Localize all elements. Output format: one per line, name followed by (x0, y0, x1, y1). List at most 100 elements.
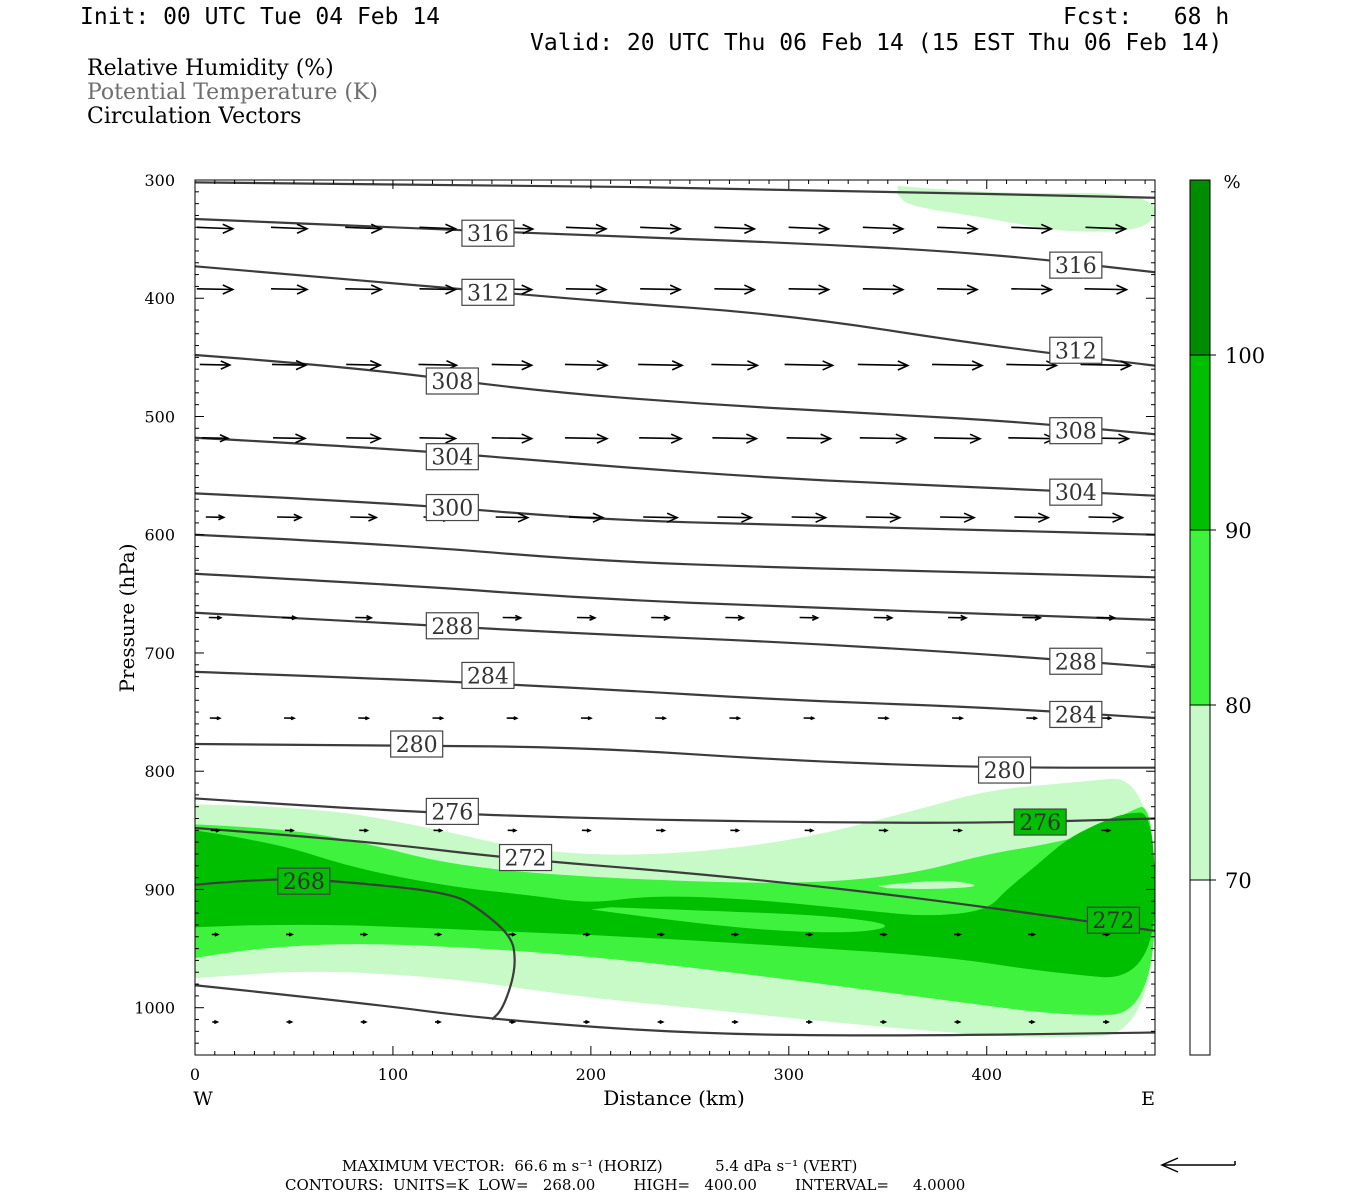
vector-arrow (865, 512, 902, 523)
colorbar-segment (1190, 355, 1210, 530)
vector-arrow (346, 359, 383, 371)
vector-arrow (1008, 433, 1057, 444)
theta-contour-264 (195, 984, 1155, 1037)
vector-arrow (932, 360, 985, 371)
colorbar-tick-label: 70 (1225, 869, 1252, 893)
vector-arrow (873, 614, 894, 622)
vector-arrow (350, 513, 379, 522)
vector-arrow (880, 1019, 888, 1025)
vector-arrow (1233, 285, 1275, 294)
contour-label: 304 (425, 443, 479, 471)
vector-arrow (806, 1019, 814, 1025)
colorbar-unit: % (1223, 172, 1240, 193)
colorbar-segment (1190, 705, 1210, 880)
rh-region-70 (877, 881, 975, 890)
axis-layer: 300 400 500 600 700 800 900 1000 0 100 200 300 400 (134, 171, 1155, 1084)
vector-arrow (1251, 1021, 1256, 1024)
vector-arrow (714, 284, 757, 295)
vector-arrow (345, 284, 384, 295)
theta-contour-layer (195, 181, 1155, 1037)
contour-label-text: 272 (505, 847, 547, 872)
vector-arrow (640, 284, 683, 295)
rh-region-90 (195, 812, 1155, 978)
rh-region-80 (590, 907, 886, 933)
vector-arrow (878, 828, 889, 833)
vector-arrow (419, 433, 458, 444)
vector-arrow (491, 360, 534, 371)
contour-label: 280 (390, 730, 444, 758)
vector-arrow (581, 828, 592, 833)
x-tick-label: 400 (971, 1065, 1002, 1084)
y-tick-label: 1000 (134, 999, 175, 1018)
vector-arrow (580, 716, 593, 721)
vector-arrow (1175, 717, 1185, 720)
vector-arrow (862, 284, 905, 295)
vector-arrow (1102, 1019, 1110, 1025)
vector-arrow (565, 223, 608, 235)
vector-arrow (359, 828, 370, 833)
vector-arrow (432, 716, 445, 721)
colorbar-tick-label: 90 (1225, 519, 1252, 543)
vector-arrow (725, 614, 746, 622)
contour-label-text: 304 (1055, 481, 1097, 506)
vector-arrow (1177, 933, 1183, 936)
vector-arrow (355, 614, 374, 621)
vector-arrow (862, 223, 905, 235)
vector-arrow (509, 1019, 517, 1025)
colorbar-tick-label: 100 (1225, 344, 1265, 368)
legend-theta: Potential Temperature (K) (87, 80, 378, 105)
vector-arrow (1245, 615, 1263, 620)
contour-label: 312 (1049, 336, 1103, 364)
init-time: Init: 00 UTC Tue 04 Feb 14 (80, 4, 441, 30)
vector-arrow (1084, 284, 1129, 295)
contour-label: 308 (425, 367, 479, 395)
contour-label: 276 (425, 797, 479, 825)
vector-arrow (345, 223, 384, 234)
vector-arrow (712, 433, 759, 444)
vector-arrow (434, 1019, 442, 1025)
vector-arrow (717, 512, 754, 523)
legend-rh: Relative Humidity (%) (87, 56, 334, 81)
colorbar-tick-label: 80 (1225, 694, 1252, 718)
contour-label: 288 (1049, 647, 1103, 675)
vector-arrow (1080, 360, 1133, 371)
vector-arrow (651, 614, 672, 622)
vector-arrow (272, 359, 308, 371)
vector-arrow (196, 284, 235, 295)
colorbar-segment (1190, 180, 1210, 355)
x-axis-label: Distance (km) (603, 1086, 745, 1110)
vector-arrow (1022, 614, 1043, 622)
vector-arrow (495, 512, 530, 523)
vector-arrow (729, 716, 742, 721)
y-tick-label: 600 (144, 526, 175, 545)
y-tick-label: 300 (144, 171, 175, 190)
vector-arrow (1026, 716, 1039, 721)
x-tick-label: 100 (378, 1065, 409, 1084)
vector-arrow (208, 615, 223, 621)
legend-vectors: Circulation Vectors (87, 104, 302, 129)
vector-arrow (857, 360, 910, 371)
colorbar-segment (1190, 880, 1210, 1055)
vector-arrow (565, 284, 608, 295)
contour-label-text: 288 (431, 615, 473, 640)
x-tick-label: 200 (576, 1065, 607, 1084)
colorbar-frame (1189, 179, 1211, 1056)
vector-arrow (508, 932, 517, 937)
y-tick-label: 700 (144, 644, 175, 663)
vector-arrow (1177, 1021, 1182, 1024)
vector-arrow (1006, 360, 1059, 371)
contour-label-text: 308 (431, 370, 473, 395)
vector-arrow (433, 828, 444, 833)
valid-time: Valid: 20 UTC Thu 06 Feb 14 (15 EST Thu … (530, 30, 1223, 56)
x-east-label: E (1141, 1088, 1155, 1110)
contour-label-text: 316 (1055, 254, 1097, 279)
forecast-hour: Fcst: 68 h (1063, 4, 1230, 30)
footer-max-vector: MAXIMUM VECTOR: 66.6 m s⁻¹ (HORIZ) 5.4 d… (342, 1157, 858, 1175)
contour-label: 304 (1049, 478, 1103, 506)
contour-label-text: 288 (1055, 650, 1097, 675)
contour-label-text: 284 (1055, 703, 1097, 728)
vector-arrow (564, 360, 609, 371)
contour-label: 300 (425, 493, 479, 522)
vector-arrow (934, 433, 983, 444)
vector-arrow (954, 1019, 962, 1025)
